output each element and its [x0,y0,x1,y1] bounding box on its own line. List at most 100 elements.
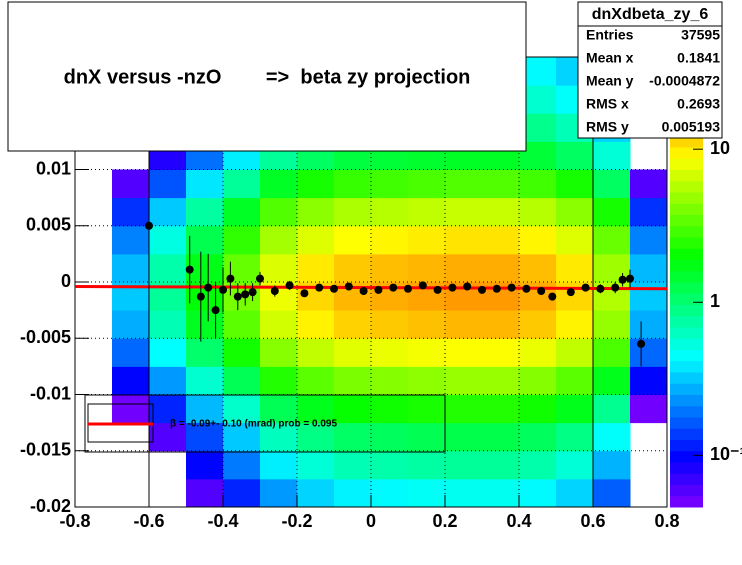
heat-cell [334,394,372,424]
y-tick-label: 0.005 [26,215,71,235]
heat-cell [149,225,187,255]
heat-cell [556,422,594,452]
heat-cell [482,338,520,367]
color-bar-step [670,180,703,193]
x-tick-label: -0.6 [133,511,164,531]
heat-cell [408,253,446,283]
heat-cell [445,197,483,227]
color-bar-step [670,293,703,305]
heat-cell [482,394,520,424]
heat-cell [445,169,483,199]
heat-cell [556,394,594,424]
heat-cell [593,394,631,424]
profile-point [211,306,220,315]
color-bar-step [670,248,703,260]
heat-cell [112,225,150,255]
y-tick-label: -0.015 [20,440,71,460]
heat-cell [260,338,298,367]
heat-cell [630,282,668,311]
heat-cell [408,394,446,424]
heat-cell [371,310,409,339]
heat-cell [260,225,298,255]
profile-point [507,283,516,292]
profile-point [219,285,227,294]
heat-cell [445,422,483,452]
heat-cell [556,141,594,170]
heat-cell [223,394,261,424]
heat-cell [334,197,372,227]
heat-cell [334,422,372,452]
heat-cell [482,197,520,227]
profile-point [196,292,205,301]
heat-cell [186,338,224,367]
heat-cell [519,338,557,367]
y-tick-label: -0.02 [30,496,71,516]
profile-point [185,265,194,274]
color-bar-step [670,158,703,170]
heat-cell [297,310,335,339]
heat-cell [445,338,483,367]
heat-cell [482,169,520,199]
profile-point [626,274,634,283]
heat-cell [149,422,187,452]
color-bar-step [670,304,703,317]
heat-cell [186,366,224,395]
heat-cell [482,422,520,452]
color-bar-step [670,203,703,215]
heat-cell [149,310,187,339]
heat-cell [186,478,224,508]
heat-cell [445,450,483,480]
heat-cell [519,366,557,395]
color-bar-step [670,450,703,463]
profile-point [596,284,605,293]
heat-cell [223,225,261,255]
color-bar-step [670,237,703,249]
heat-cell [593,197,631,227]
heat-cell [408,422,446,452]
stats-label: Mean x [586,50,634,66]
heat-cell [482,225,520,255]
heat-cell [186,169,224,199]
z-tick-label: 10 [710,138,730,158]
heat-cell [149,197,187,227]
profile-point [389,283,398,292]
heat-cell [149,366,187,395]
color-bar-step [670,147,703,159]
heat-cell [445,310,483,339]
heat-cell [112,197,150,227]
heat-cell [519,197,557,227]
heat-cell [593,422,631,452]
heat-cell [334,366,372,395]
heat-cell [149,394,187,424]
profile-point [145,221,153,230]
stats-value: 37595 [681,27,720,43]
legend-box [84,394,446,453]
heat-cell [297,197,335,227]
heat-cell [408,338,446,367]
heat-cell [556,253,594,283]
heat-cell [593,450,631,480]
color-bar-step [670,225,703,238]
heat-cell [186,225,224,255]
profile-point [418,281,427,290]
heat-cell [260,450,298,480]
x-tick-label: 0 [366,511,376,531]
color-bar-step [670,338,703,350]
heat-cell [556,366,594,395]
color-bar-step [670,282,703,294]
profile-point [374,285,383,294]
fit-line [74,285,668,291]
heat-cell [223,450,261,480]
heat-cell [223,478,261,508]
heat-cell [519,422,557,452]
y-tick-label: -0.01 [30,383,71,403]
heat-cell [112,310,150,339]
heat-cell [408,169,446,199]
profile-point [611,283,620,292]
boxes: dnX versus -nzO => beta zy projection dn… [7,1,723,453]
color-bar-step [670,259,703,272]
heat-cell [593,366,631,395]
heat-cell [297,422,335,452]
